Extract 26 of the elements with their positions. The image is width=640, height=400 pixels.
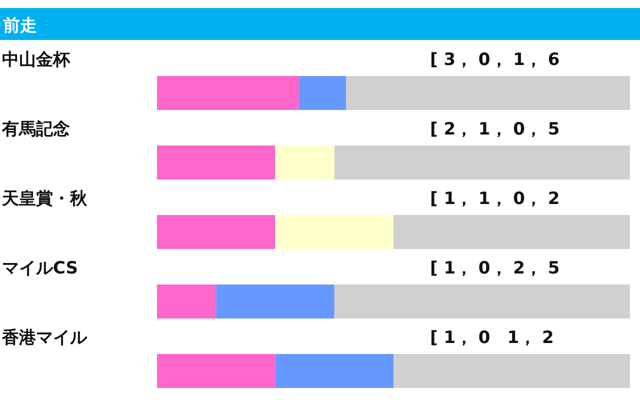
y-tick-label: 香港マイル	[1, 328, 88, 348]
bar	[275, 354, 394, 388]
y-tick-label: 天皇賞・秋	[1, 189, 88, 209]
annotation: [ 1， 1， 0， 2	[430, 189, 560, 209]
text: 前走	[2, 16, 37, 36]
bar	[334, 284, 630, 318]
bar	[275, 146, 334, 180]
y-tick-label: 中山金杯	[2, 50, 71, 70]
annotation: [ 1， 0， 2， 5	[430, 258, 560, 278]
annotation: [ 1， 0 1， 2	[430, 328, 554, 348]
bar	[334, 146, 630, 180]
annotation: [ 2， 1， 0， 5	[430, 120, 560, 140]
bar	[298, 76, 346, 110]
annotation: [ 3， 0， 1， 6	[430, 50, 560, 70]
bar	[216, 284, 334, 318]
bar	[157, 76, 299, 110]
y-tick-label: 有馬記念	[1, 120, 70, 140]
bar	[157, 215, 276, 249]
bar	[157, 146, 276, 180]
bar	[157, 354, 276, 388]
bar	[275, 215, 394, 249]
y-tick-label: マイルCS	[2, 258, 78, 278]
bar	[157, 284, 216, 318]
bar	[394, 215, 630, 249]
bar	[394, 354, 630, 388]
bar	[346, 76, 630, 110]
